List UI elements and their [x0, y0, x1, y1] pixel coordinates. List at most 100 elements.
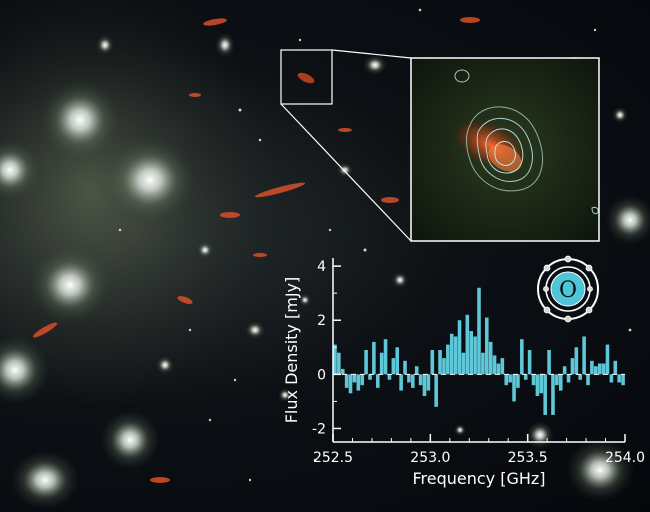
spectrum-bar: [531, 374, 536, 386]
spectrum-bar: [438, 350, 442, 375]
spectrum-bar: [555, 374, 559, 386]
spectrum-bar: [368, 374, 372, 380]
spectrum-bar: [430, 350, 435, 375]
spectrum-bar: [453, 336, 458, 375]
spectrum-bar: [481, 352, 485, 375]
spectrum-bar: [411, 374, 415, 388]
zoom-connector-bottom: [280, 103, 412, 242]
spectrum-bar: [609, 374, 614, 383]
spectrum-bar: [422, 374, 427, 396]
spectrum-bar: [395, 347, 400, 375]
spectrum-bar: [449, 333, 454, 375]
x-tick-label: 254.0: [605, 450, 645, 466]
spectrum-bar: [496, 363, 501, 375]
spectrum-bar: [500, 358, 505, 375]
spectrum-bar: [348, 374, 353, 394]
spectrum-bar: [403, 360, 407, 375]
y-tick-label: 2: [317, 313, 326, 329]
y-axis-label: Flux Density [mJy]: [282, 277, 301, 424]
x-axis-label: Frequency [GHz]: [412, 469, 545, 488]
spectrum-bar: [407, 374, 411, 383]
spectrum-bar: [621, 374, 625, 386]
spectrum-bar: [426, 374, 431, 391]
spectrum-bar: [582, 336, 586, 375]
spectrum-bar: [333, 344, 337, 375]
spectrum-bar: [590, 360, 594, 375]
spectrum-bar: [601, 363, 606, 375]
oxygen-symbol: O: [559, 278, 577, 303]
spectrum-bar: [352, 374, 357, 383]
spectrum-bar: [446, 344, 450, 375]
spectrum-bar: [492, 355, 497, 375]
spectrum-bar: [399, 374, 403, 391]
spectrum-bar: [414, 366, 419, 375]
spectrum-bar: [469, 331, 473, 375]
spectrum-bar: [539, 374, 544, 394]
spectrum-bar: [617, 374, 621, 383]
spectrum-bar: [360, 374, 364, 386]
spectrum-bar: [461, 352, 466, 375]
spectrum-bar: [574, 347, 579, 375]
spectrum-bar: [558, 374, 563, 391]
spectrum-bar: [594, 366, 598, 375]
x-tick-label: 253.0: [410, 450, 450, 466]
spectrum-bar: [547, 350, 551, 375]
y-tick-label: -2: [312, 421, 326, 437]
y-tick-label: 4: [317, 259, 326, 275]
spectrum-bar: [379, 352, 384, 375]
y-tick-label: 0: [317, 367, 326, 383]
spectrum-bar: [520, 339, 524, 375]
spectrum-bar: [477, 287, 481, 375]
spectrum-bar: [597, 363, 602, 375]
spectrum-bar: [473, 336, 477, 375]
emission-contours: [454, 69, 599, 215]
spectrum-bar: [383, 339, 388, 375]
spectrum-bar: [465, 314, 470, 375]
spectrum-bar: [344, 374, 349, 388]
spectrum-bar: [337, 352, 341, 375]
spectrum-bar: [375, 374, 380, 388]
spectrum-bar: [457, 320, 462, 375]
spectrum-bar: [535, 374, 540, 396]
spectrum-bar: [485, 317, 489, 375]
spectrum-bar: [364, 350, 368, 375]
spectrum-bar: [551, 374, 555, 415]
zoom-connector-top: [331, 49, 412, 59]
spectrum-bar: [504, 374, 509, 386]
spectrum-bars: [333, 287, 625, 415]
spectrum-bar: [340, 368, 345, 375]
spectrum-bar: [570, 358, 575, 375]
spectrum-bar: [605, 344, 610, 375]
zoom-indicator: [280, 49, 412, 242]
zoom-source-box: [280, 49, 333, 105]
spectrum-bar: [516, 374, 520, 388]
spectrum-bar: [391, 358, 396, 375]
spectrum-chart: 252.5 253.0 253.5 254.0 -2 0 2 4 Frequency [GH…: [282, 258, 645, 488]
spectrum-bar: [613, 360, 618, 375]
spectrum-bar: [562, 366, 567, 375]
spectrum-bar: [566, 374, 571, 383]
spectrum-bar: [523, 374, 528, 380]
spectrum-bar: [578, 374, 583, 380]
y-ticks: -2 0 2 4: [312, 259, 341, 437]
spectrum-bar: [508, 374, 512, 383]
spectrum-bar: [387, 374, 392, 380]
x-ticks: 252.5 253.0 253.5 254.0: [313, 434, 645, 466]
spectrum-bar: [488, 341, 493, 375]
spectrum-bar: [434, 374, 438, 407]
spectrum-bar: [527, 350, 532, 375]
spectrum-bar: [512, 374, 516, 402]
spectrum-bar: [356, 374, 361, 391]
x-tick-label: 253.5: [508, 450, 548, 466]
spectrum-bar: [543, 374, 547, 415]
spectrum-bar: [442, 358, 446, 375]
inset-frame: [410, 57, 600, 242]
spectrum-bar: [372, 341, 376, 375]
spectrum-bar: [586, 374, 590, 386]
x-tick-label: 252.5: [313, 450, 353, 466]
inset-panel: [410, 57, 600, 242]
oxygen-atom-icon: O: [537, 255, 599, 323]
